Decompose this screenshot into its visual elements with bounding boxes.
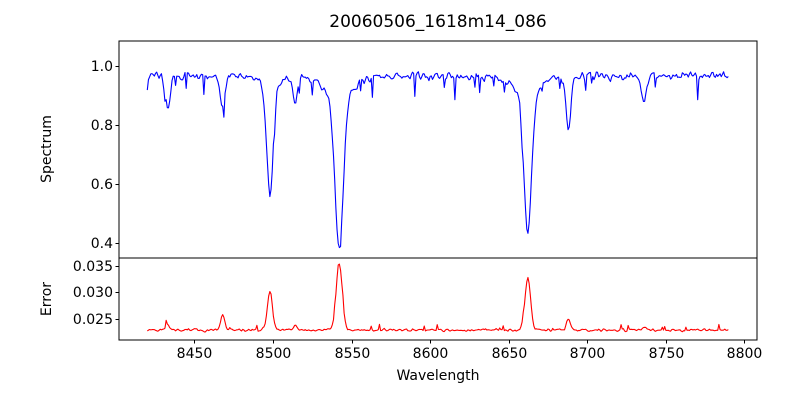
- spectrum-y-tick-label: 0.8: [90, 117, 113, 134]
- x-tick-label: 8650: [491, 346, 528, 362]
- x-tick-label: 8600: [412, 346, 449, 362]
- spectrum-axes-frame: [118, 40, 758, 259]
- x-axis-label: Wavelength: [396, 368, 480, 384]
- x-tick-label: 8700: [569, 346, 606, 362]
- spectrum-y-tick-label: 0.4: [90, 235, 113, 252]
- spectrum-y-tick-label: 1.0: [90, 58, 113, 75]
- error-y-tick-label: 0.030: [72, 284, 113, 301]
- error-y-tick-label: 0.035: [72, 258, 113, 275]
- x-tick-label: 8450: [176, 346, 213, 362]
- series-lines: [146, 71, 729, 333]
- error-line: [146, 263, 729, 333]
- x-tick-label: 8750: [648, 346, 685, 362]
- spectrum-y-tick-label: 0.6: [90, 176, 113, 193]
- error-y-tick-label: 0.025: [72, 311, 113, 328]
- x-tick-label: 8550: [334, 346, 371, 362]
- chart-title: 20060506_1618m14_086: [329, 12, 547, 32]
- tick-marks: [115, 66, 745, 344]
- spectrum-line: [146, 71, 729, 249]
- x-tick-label: 8500: [255, 346, 292, 362]
- error-axes-frame: [118, 257, 758, 341]
- x-tick-label: 8800: [726, 346, 763, 362]
